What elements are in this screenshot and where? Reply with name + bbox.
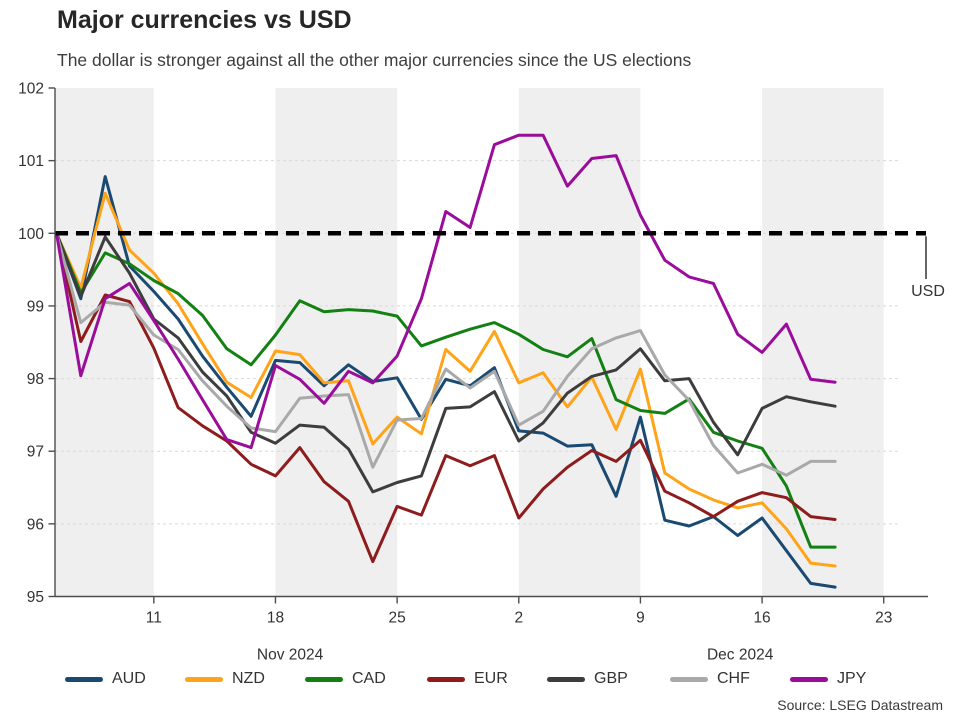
series-line-gbp [55, 231, 837, 494]
week-shading-band [55, 88, 154, 597]
x-tick-label: 18 [267, 610, 284, 627]
legend-item-gbp: GBP [547, 668, 628, 690]
y-tick-label: 97 [27, 444, 44, 461]
week-shading-band [518, 88, 641, 597]
series-line-nzd [55, 191, 837, 568]
month-label: Dec 2024 [707, 647, 774, 664]
series-line-jpy [55, 133, 837, 450]
legend-item-cad: CAD [305, 668, 386, 690]
x-tick-label: 16 [753, 610, 770, 627]
series-line-aud [55, 175, 837, 589]
month-label: Nov 2024 [257, 647, 324, 664]
legend-label: AUD [112, 670, 146, 687]
chart-title: Major currencies vs USD [57, 6, 352, 34]
y-tick-label: 98 [27, 371, 44, 388]
x-tick-label: 25 [388, 610, 405, 627]
legend-swatch-gbp [547, 676, 585, 682]
y-tick-label: 100 [18, 226, 44, 243]
legend-label: EUR [474, 670, 508, 687]
series-line-eur [55, 231, 837, 564]
x-tick-label: 23 [875, 610, 892, 627]
legend-swatch-chf [670, 676, 708, 682]
legend-label: JPY [837, 670, 867, 687]
chart-subtitle: The dollar is stronger against all the o… [57, 50, 692, 70]
usd-baseline-label: USD [911, 283, 945, 300]
legend-swatch-nzd [185, 676, 223, 682]
legend-swatch-eur [427, 676, 465, 682]
legend-item-nzd: NZD [185, 668, 265, 690]
x-tick-label: 11 [146, 610, 162, 627]
legend-swatch-aud [65, 676, 103, 682]
week-shading-band [762, 88, 884, 597]
series-line-cad [55, 231, 837, 549]
y-tick-label: 99 [27, 298, 44, 315]
y-tick-label: 95 [27, 589, 44, 606]
week-shading-band [275, 88, 398, 597]
legend-item-eur: EUR [427, 668, 508, 690]
legend-label: NZD [232, 670, 265, 687]
x-tick-label: 9 [636, 610, 645, 627]
x-tick-label: 2 [514, 610, 523, 627]
legend-swatch-cad [305, 676, 343, 682]
chart-legend: AUD NZD CAD EUR GBP CHF JPY [0, 668, 960, 690]
source-text: Source: LSEG Datastream [777, 697, 943, 713]
legend-item-jpy: JPY [790, 668, 866, 690]
y-tick-label: 102 [18, 81, 44, 98]
legend-swatch-jpy [790, 676, 828, 682]
legend-label: CAD [352, 670, 386, 687]
legend-label: GBP [594, 670, 628, 687]
y-tick-label: 96 [27, 516, 44, 533]
series-line-chf [55, 231, 837, 477]
legend-item-chf: CHF [670, 668, 750, 690]
legend-item-aud: AUD [65, 668, 146, 690]
legend-label: CHF [717, 670, 750, 687]
y-tick-label: 101 [18, 153, 44, 170]
